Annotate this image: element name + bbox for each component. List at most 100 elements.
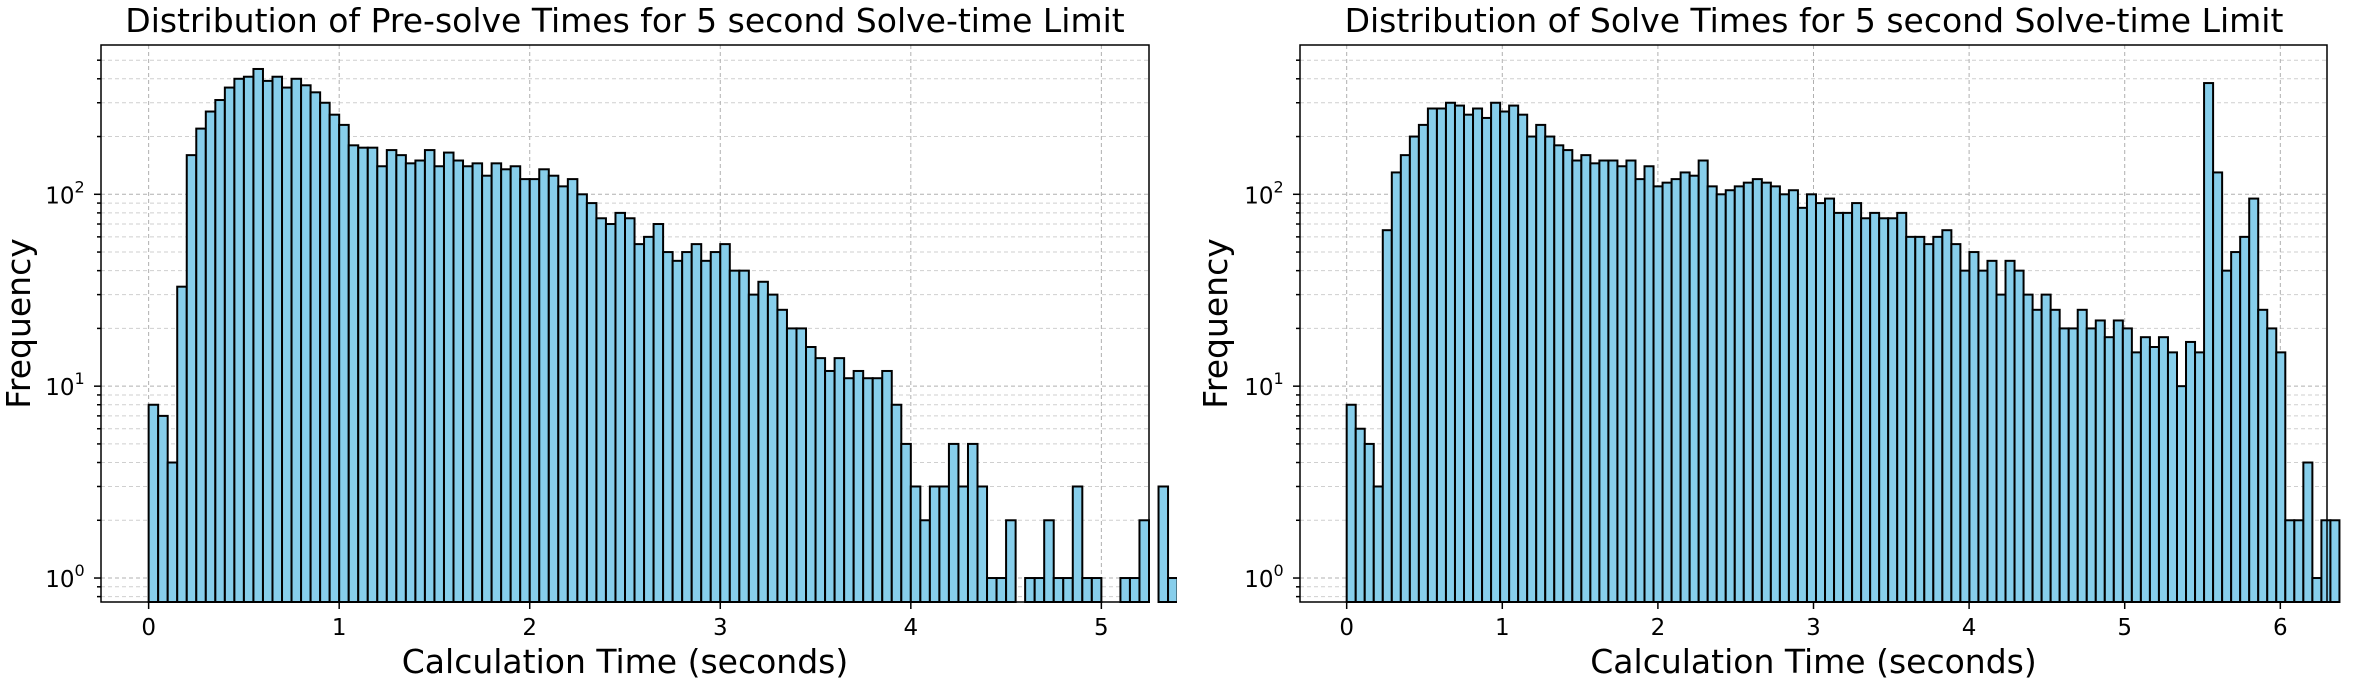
histogram-bar	[805, 346, 817, 603]
histogram-bar	[2230, 251, 2242, 603]
histogram-bar	[976, 485, 989, 604]
plot-frame	[100, 44, 1150, 603]
histogram-bar	[2203, 82, 2215, 604]
histogram-bar	[1706, 185, 1718, 603]
histogram-bar	[776, 308, 788, 603]
histogram-bar	[2112, 319, 2124, 603]
histogram-bar	[652, 223, 665, 604]
histogram-bar	[1796, 206, 1808, 603]
histogram-bar	[1968, 251, 1980, 603]
histogram-bar	[909, 485, 922, 604]
histogram-bar	[1354, 427, 1366, 603]
histogram-bar	[442, 151, 455, 603]
histogram-bar	[395, 154, 407, 604]
histogram-bar	[223, 86, 236, 604]
histogram-bar	[1643, 165, 1655, 603]
histogram-bar	[862, 377, 874, 604]
histogram-bar	[986, 577, 998, 603]
histogram-bar	[595, 217, 607, 603]
histogram-bar	[2013, 269, 2025, 603]
histogram-bar	[1381, 229, 1393, 603]
histogram-bar	[662, 251, 674, 603]
histogram-bar	[1090, 577, 1103, 603]
histogram-bar	[1932, 235, 1944, 603]
histogram-bar	[2194, 351, 2206, 603]
histogram-bar	[519, 178, 531, 604]
histogram-bar	[2266, 327, 2278, 603]
histogram-bar	[1399, 154, 1411, 604]
histogram-bar	[1444, 101, 1456, 603]
histogram-bar	[1526, 135, 1538, 604]
histogram-bar	[1625, 159, 1637, 604]
histogram-bar	[1941, 229, 1953, 603]
histogram-bar	[2004, 259, 2016, 603]
x-axis-label: Calculation Time (seconds)	[1590, 642, 2036, 681]
histogram-bar	[2302, 461, 2314, 604]
histogram-bar	[1363, 442, 1375, 603]
histogram-bar	[500, 168, 512, 603]
histogram-bar	[1887, 217, 1899, 603]
histogram-bar	[1033, 577, 1046, 603]
histogram-bar	[452, 159, 465, 604]
histogram-bar	[338, 123, 350, 603]
histogram-bar	[366, 146, 379, 603]
histogram-bar	[1490, 101, 1502, 603]
histogram-bar	[2239, 235, 2251, 603]
histogram-bar	[1851, 202, 1863, 603]
histogram-bar	[843, 377, 855, 604]
y-tick-label: 102	[45, 177, 84, 209]
y-axis-label: Frequency	[0, 238, 38, 408]
histogram-bar	[1043, 519, 1055, 604]
histogram-bar	[919, 519, 931, 604]
histogram-bar	[1652, 185, 1664, 603]
histogram-bar	[747, 293, 760, 603]
histogram-bar	[1345, 403, 1357, 603]
histogram-bar	[2166, 351, 2178, 603]
histogram-bar	[214, 99, 226, 603]
y-tick-label: 102	[1244, 177, 1283, 209]
chart-title: Distribution of Solve Times for 5 second…	[1345, 1, 2284, 40]
chart-solve-times: Distribution of Solve Times for 5 second…	[1196, 1, 2341, 681]
histogram-bar	[1463, 113, 1475, 603]
x-tick-label: 3	[1806, 615, 1821, 641]
histogram-bar	[1435, 107, 1447, 603]
histogram-bar	[1390, 171, 1402, 604]
histogram-bar	[2329, 519, 2341, 604]
histogram-bar	[1977, 269, 1989, 603]
histogram-bar	[357, 146, 369, 603]
x-tick-label: 0	[141, 615, 156, 641]
histogram-bar	[1688, 174, 1700, 603]
histogram-bar	[576, 193, 588, 603]
histogram-bar	[1589, 162, 1601, 603]
histogram-bar	[2248, 197, 2260, 603]
histogram-bar	[1869, 211, 1881, 603]
histogram-bar	[1062, 577, 1074, 603]
histogram-bar	[1824, 197, 1836, 603]
histogram-bar	[547, 174, 560, 603]
histogram-bar	[738, 269, 750, 603]
histogram-bar	[681, 251, 693, 603]
histogram-bar	[319, 101, 331, 603]
histogram-bar	[300, 84, 312, 604]
histogram-bar	[881, 369, 893, 603]
histogram-bar	[795, 327, 808, 603]
histogram-bar	[204, 110, 217, 603]
histogram-bar	[1860, 217, 1872, 603]
histogram-bar	[1896, 211, 1908, 603]
y-tick-label: 100	[1244, 561, 1283, 593]
histogram-bar	[1024, 577, 1036, 603]
x-tick-label: 4	[903, 615, 918, 641]
y-axis-label: Frequency	[1196, 238, 1235, 408]
histogram-bar	[1986, 259, 1998, 603]
histogram-bar	[233, 77, 245, 604]
histogram-bar	[462, 165, 474, 603]
histogram-bar	[557, 185, 569, 603]
histogram-bar	[2058, 327, 2070, 603]
histogram-bar	[1751, 178, 1763, 604]
histogram-bar	[1805, 193, 1817, 603]
histogram-bar	[2212, 171, 2224, 604]
histogram-bar	[1167, 577, 1177, 603]
histogram-bar	[2121, 327, 2133, 603]
histogram-bar	[1453, 104, 1466, 603]
x-axis-label: Calculation Time (seconds)	[402, 642, 848, 681]
